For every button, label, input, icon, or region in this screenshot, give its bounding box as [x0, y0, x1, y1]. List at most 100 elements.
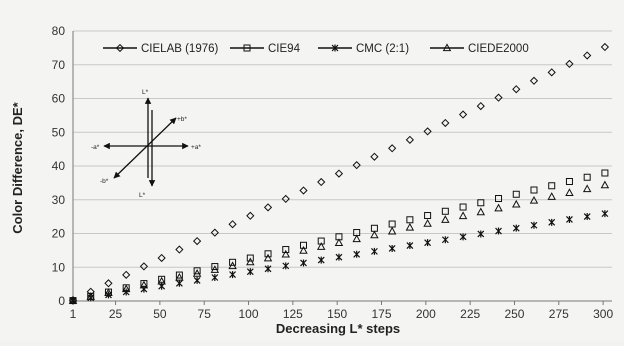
data-point [211, 273, 219, 281]
data-point [458, 211, 468, 220]
data-point [229, 271, 236, 279]
data-point [548, 218, 556, 226]
data-point [458, 110, 468, 119]
legend-label: CMC (2:1) [356, 43, 409, 55]
data-point [299, 245, 308, 254]
data-point [317, 256, 325, 264]
data-point [104, 288, 113, 297]
data-point [424, 212, 432, 220]
legend-item: CIE94 [230, 43, 301, 55]
inset-label-neg-a: -a* [91, 144, 100, 151]
data-point [352, 161, 361, 170]
data-point [157, 276, 166, 285]
data-point [211, 263, 219, 271]
data-point [494, 93, 503, 102]
y-tick-label: 10 [52, 260, 66, 274]
data-point [317, 177, 326, 187]
x-tick-label: 1 [70, 307, 77, 321]
data-point [193, 267, 201, 275]
data-point [388, 220, 396, 228]
legend-marker [243, 44, 251, 52]
data-point [423, 127, 432, 136]
data-point [582, 184, 592, 193]
data-point [583, 173, 591, 181]
legend-label: CIELAB (1976) [141, 43, 219, 55]
inset-b-axis [113, 117, 177, 179]
data-point [547, 192, 556, 200]
data-point [494, 203, 503, 212]
data-point [334, 238, 344, 247]
data-point [299, 186, 308, 195]
data-point [405, 135, 414, 144]
data-point [300, 259, 307, 267]
axes [72, 31, 612, 305]
data-point [370, 152, 379, 161]
data-point [476, 207, 486, 216]
data-point [406, 216, 414, 224]
y-axis-title: Color Difference, DE* [10, 101, 25, 233]
color-space-axes-diagram: L* L* +a* -a* +b* -b* [91, 89, 201, 199]
x-tick-label: 300 [593, 307, 613, 321]
legend-marker [442, 43, 452, 52]
data-point [210, 228, 219, 237]
data-point [476, 101, 485, 111]
data-point [86, 292, 95, 300]
series-3 [69, 210, 609, 305]
data-point [193, 276, 201, 284]
inset-label-l-top: L* [142, 89, 149, 96]
data-point [192, 269, 202, 277]
x-tick-label: 275 [549, 307, 569, 321]
data-point [388, 244, 396, 252]
data-point [246, 268, 254, 276]
data-point [548, 182, 556, 190]
data-point [565, 188, 574, 196]
data-point [263, 253, 273, 262]
x-tick-label: 75 [198, 307, 212, 321]
data-point [193, 236, 202, 246]
data-point [566, 215, 573, 223]
data-point [139, 280, 149, 289]
data-point [175, 271, 183, 279]
y-tick-label: 70 [52, 58, 66, 72]
legend-item: CMC (2:1) [318, 43, 409, 55]
x-tick-label: 200 [416, 307, 436, 321]
data-point [299, 241, 307, 249]
data-point [281, 194, 290, 204]
data-point [121, 284, 131, 293]
data-point [405, 222, 415, 231]
data-point [583, 51, 592, 60]
data-point [175, 279, 183, 287]
data-point [601, 169, 609, 177]
data-point [583, 213, 591, 221]
data-point [352, 234, 361, 243]
data-point [264, 250, 272, 258]
data-point [423, 219, 432, 227]
series-layer [68, 42, 610, 305]
data-point [263, 203, 273, 212]
x-tick-label: 125 [283, 307, 303, 321]
data-point [281, 249, 291, 258]
data-point [459, 203, 467, 211]
data-point [370, 247, 378, 255]
inset-label-pos-a: +a* [191, 144, 201, 151]
data-point [210, 265, 220, 273]
data-point [406, 242, 414, 250]
data-point [495, 195, 503, 203]
y-tick-label: 0 [58, 294, 65, 308]
series-2 [69, 169, 609, 305]
data-point [246, 257, 255, 266]
data-point [530, 221, 538, 229]
y-tick-label: 30 [52, 193, 66, 207]
y-tick-label: 60 [52, 92, 66, 106]
y-tick-label: 80 [52, 24, 66, 38]
data-point [547, 68, 556, 77]
data-point [246, 254, 254, 262]
x-tick-label: 225 [460, 307, 480, 321]
inset-label-pos-b: +b* [177, 116, 187, 123]
x-tick-label: 50 [153, 307, 167, 321]
series-4 [68, 180, 610, 304]
data-point [353, 250, 361, 258]
data-point [565, 178, 573, 186]
